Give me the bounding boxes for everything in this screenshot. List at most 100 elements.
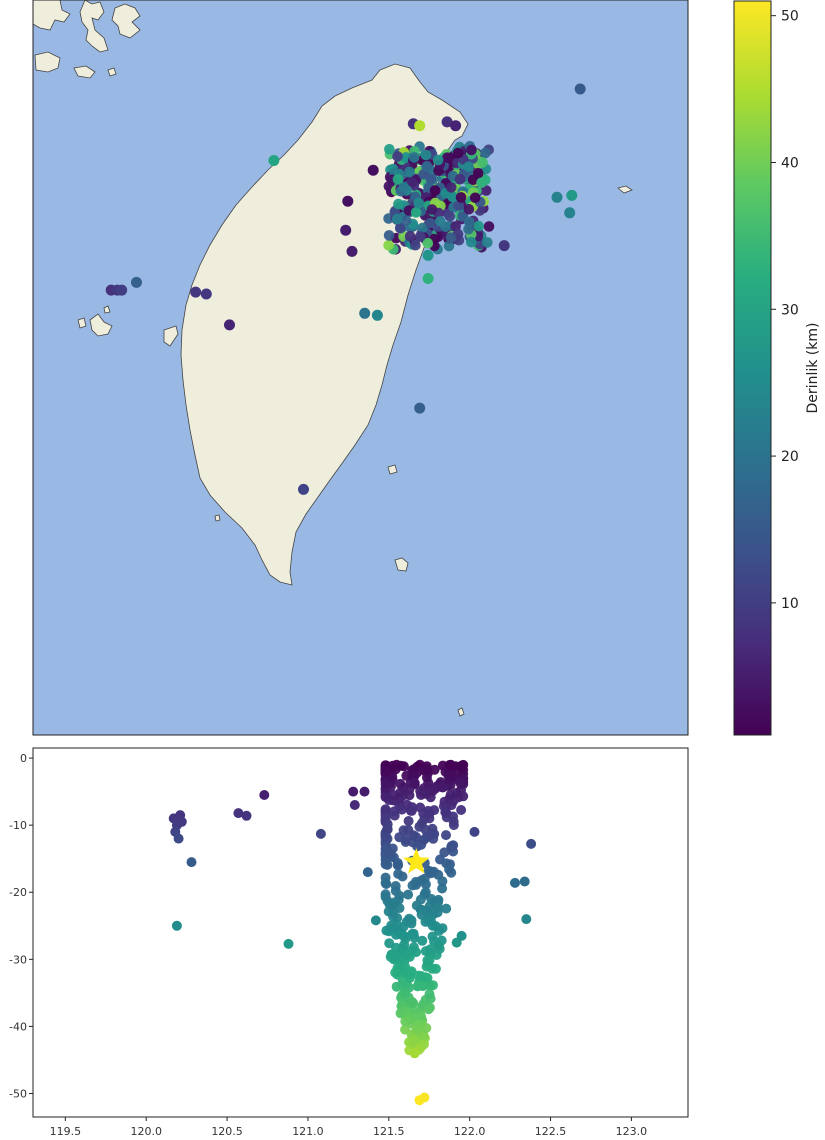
map-cluster-point xyxy=(443,240,455,252)
depth-cluster-point xyxy=(401,799,412,810)
mainshock-star xyxy=(403,848,430,874)
map-cluster-point xyxy=(469,192,481,204)
depth-cluster-point xyxy=(391,981,402,992)
depth-cluster-point xyxy=(395,760,406,771)
depth-cluster-point xyxy=(389,922,400,933)
map-cluster-point xyxy=(400,215,412,226)
map-point xyxy=(422,273,434,284)
map-cluster-point xyxy=(434,216,446,227)
depth-cluster-point xyxy=(440,807,451,818)
depth-cluster-point xyxy=(410,876,421,887)
depth-cluster-point xyxy=(429,764,440,775)
colorbar: 10 20 30 40 50 Derinlik (km) xyxy=(733,0,821,736)
depth-cluster-point xyxy=(387,900,398,911)
map-point xyxy=(342,195,354,207)
depth-point xyxy=(176,816,187,827)
map-point xyxy=(367,164,379,176)
depth-cluster-point xyxy=(456,805,467,815)
depth-cluster-point xyxy=(409,777,420,788)
penghu-islands xyxy=(77,305,113,337)
depth-point xyxy=(259,790,270,800)
x-tick-label: 120.5 xyxy=(211,1125,243,1138)
map-point xyxy=(422,249,434,261)
map-cluster-point xyxy=(383,230,395,241)
map-cluster-point xyxy=(480,147,491,159)
map-cluster-point xyxy=(463,161,474,173)
depth-cluster-point xyxy=(401,834,412,845)
depth-cluster-point xyxy=(446,842,457,853)
map-cluster-layer xyxy=(383,141,495,255)
depth-points-layer xyxy=(168,786,537,1106)
depth-cluster-point xyxy=(399,931,410,942)
map-cluster-point xyxy=(406,177,418,188)
y-tick-label: -30 xyxy=(9,953,27,966)
depth-frame xyxy=(32,747,689,1118)
depth-panel: 119.5 120.0 120.5 121.0 121.5 122.0 122.5 123.0… xyxy=(9,747,689,1138)
depth-cluster-point xyxy=(424,955,435,966)
map-cluster-point xyxy=(392,174,404,185)
depth-point xyxy=(469,826,480,837)
depth-cluster-point xyxy=(423,865,434,876)
depth-cluster-point xyxy=(407,996,418,1007)
depth-cluster-point xyxy=(418,835,429,845)
map-cluster-point xyxy=(483,221,495,232)
x-tick-label: 122.0 xyxy=(454,1125,486,1138)
depth-cluster-point xyxy=(421,772,432,783)
depth-cluster-point xyxy=(426,829,436,840)
depth-cluster-point xyxy=(446,769,456,780)
depth-point xyxy=(526,838,537,849)
depth-cluster-point xyxy=(380,891,391,902)
map-cluster-point xyxy=(442,152,453,163)
x-tick-label: 121.5 xyxy=(373,1125,405,1138)
map-points-layer xyxy=(105,83,586,495)
colorbar-tick-label: 30 xyxy=(781,302,799,318)
map-cluster-point xyxy=(429,185,441,196)
map-frame xyxy=(32,0,689,736)
depth-cluster-point xyxy=(380,779,391,789)
y-tick-label: -10 xyxy=(9,819,27,832)
depth-cluster-point xyxy=(409,1034,419,1045)
map-point xyxy=(441,116,453,128)
depth-cluster-point xyxy=(412,1019,423,1030)
map-cluster-point xyxy=(425,217,436,229)
map-cluster-point xyxy=(482,237,493,248)
map-cluster-point xyxy=(476,177,487,189)
depth-cluster-point xyxy=(427,920,438,931)
depth-cluster-point xyxy=(404,790,415,801)
depth-cluster-point xyxy=(427,786,438,796)
map-point xyxy=(551,191,563,203)
depth-cluster-point xyxy=(423,1004,434,1015)
depth-cluster-point xyxy=(416,909,427,920)
depth-cluster-point xyxy=(403,824,414,835)
depth-cluster-point xyxy=(412,981,423,992)
depth-cluster-point xyxy=(433,940,444,951)
depth-cluster-point xyxy=(402,950,413,960)
depth-point xyxy=(359,786,370,797)
x-tick-label: 121.0 xyxy=(292,1125,324,1138)
depth-cluster-point xyxy=(420,879,431,890)
map-cluster-point xyxy=(463,204,475,215)
depth-cluster-point xyxy=(411,900,422,911)
depth-cluster-point xyxy=(380,792,391,803)
depth-cluster-point xyxy=(424,901,435,912)
depth-plot-background xyxy=(33,748,688,1117)
northwest-islands xyxy=(33,0,141,79)
depth-cluster-point xyxy=(456,760,467,771)
x-tick-label: 119.5 xyxy=(50,1125,82,1138)
depth-cluster-point xyxy=(390,881,401,891)
depth-cluster-point xyxy=(390,967,401,978)
colorbar-ticks: 10 20 30 40 50 xyxy=(771,9,799,612)
map-cluster-point xyxy=(410,239,421,251)
depth-point xyxy=(241,810,252,821)
depth-cluster-point xyxy=(404,913,415,924)
map-cluster-point xyxy=(473,220,485,232)
map-cluster-point xyxy=(454,173,466,185)
x-tick-label: 120.0 xyxy=(130,1125,162,1138)
depth-cluster-point xyxy=(403,816,414,826)
depth-cluster-point xyxy=(422,764,433,775)
y-tick-label: -20 xyxy=(9,886,27,899)
map-cluster-point xyxy=(466,144,477,156)
depth-cluster-point xyxy=(380,805,391,816)
map-cluster-point xyxy=(453,200,465,211)
x-tick-label: 123.0 xyxy=(616,1125,648,1138)
